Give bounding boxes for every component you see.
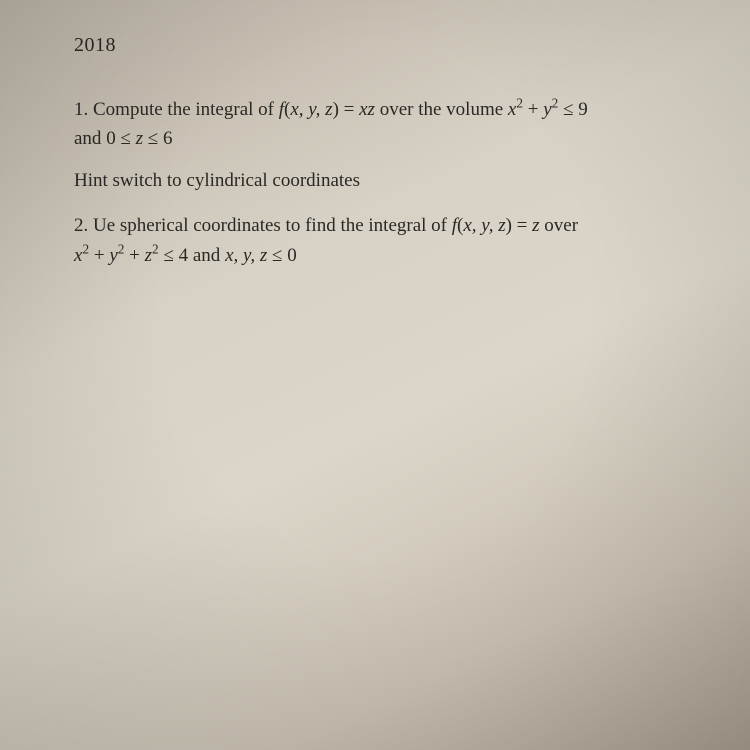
math-func: f	[279, 99, 284, 120]
math-region: y	[109, 245, 117, 266]
math-func: f	[452, 215, 457, 236]
year-header: 2018	[74, 34, 690, 57]
problem-1-hint: Hint switch to cylindrical coordinates	[74, 166, 690, 195]
problem-text: Compute the integral of	[93, 99, 279, 120]
math-region: z	[145, 245, 152, 266]
math-vars: x, y, z	[225, 245, 267, 266]
problem-text: over the volume	[375, 99, 508, 120]
math-rhs: xz	[359, 99, 375, 120]
problem-2: 2. Ue spherical coordinates to find the …	[74, 211, 690, 270]
math-rhs: z	[532, 215, 539, 236]
math-region: y	[543, 99, 551, 120]
problem-1: 1. Compute the integral of f(x, y, z) = …	[74, 95, 690, 154]
math-vars: x, y, z	[463, 215, 505, 236]
math-var: z	[136, 128, 143, 149]
problem-number: 2.	[74, 215, 88, 236]
problem-text: Ue spherical coordinates to find the int…	[93, 215, 452, 236]
math-vars: x, y, z	[290, 99, 332, 120]
problem-text: and	[74, 128, 106, 149]
paper-page: 2018 1. Compute the integral of f(x, y, …	[0, 0, 750, 750]
problem-number: 1.	[74, 99, 88, 120]
problem-text: over	[540, 215, 579, 236]
problem-text: and	[188, 245, 225, 266]
